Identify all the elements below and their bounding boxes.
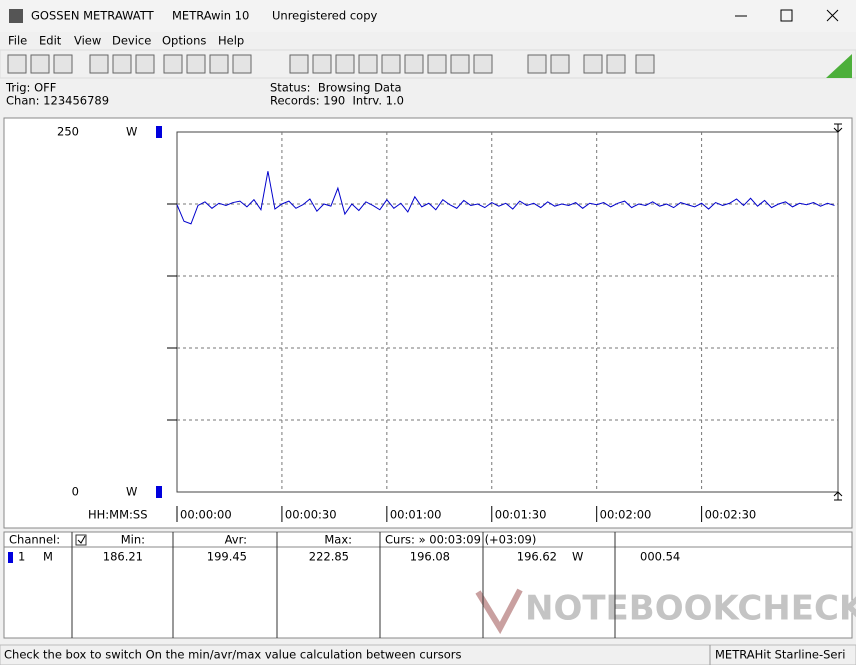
- chan-info: Chan: 123456789: [6, 94, 109, 108]
- channel-marker: [8, 552, 13, 563]
- app-name: GOSSEN METRAWATT: [31, 9, 155, 23]
- table-cell: 186.21: [103, 550, 143, 564]
- plot-area: [176, 131, 839, 493]
- app-icon: [9, 9, 23, 23]
- toolbar-button[interactable]: [473, 54, 493, 74]
- status-info: Status: Browsing Data: [270, 81, 402, 95]
- table-header: Min:: [121, 533, 145, 547]
- checkbox-tick: [77, 535, 86, 544]
- trig-info: Trig: OFF: [5, 81, 56, 95]
- table-cell: 000.54: [640, 550, 680, 564]
- x-tick-label: 00:02:30: [705, 508, 757, 522]
- y-unit: W: [126, 125, 137, 139]
- menu-item[interactable]: View: [74, 34, 101, 48]
- toolbar-button[interactable]: [583, 54, 603, 74]
- status-hint: Check the box to switch On the min/avr/m…: [4, 648, 461, 662]
- toolbar-button[interactable]: [53, 54, 73, 74]
- table-cell: 199.45: [207, 550, 247, 564]
- x-tick-label: 00:00:00: [180, 508, 232, 522]
- toolbar-button[interactable]: [404, 54, 424, 74]
- table-cell: 222.85: [309, 550, 349, 564]
- status-device: METRAHit Starline-Seri: [715, 648, 845, 662]
- menu-item[interactable]: Help: [218, 34, 244, 48]
- toolbar-button[interactable]: [312, 54, 332, 74]
- table-cell: M: [43, 550, 53, 564]
- table-header: Curs: » 00:03:09 (+03:09): [385, 533, 536, 547]
- minmax-checkbox[interactable]: [75, 534, 87, 546]
- table-header: Channel:: [9, 533, 60, 547]
- toolbar-button[interactable]: [606, 54, 626, 74]
- y-tick-label: 0: [72, 485, 79, 499]
- toolbar-button[interactable]: [358, 54, 378, 74]
- toolbar-button[interactable]: [550, 54, 570, 74]
- watermark-icon: [475, 588, 523, 635]
- maximize[interactable]: [780, 9, 793, 22]
- toolbar-button[interactable]: [89, 54, 109, 74]
- menu-item[interactable]: File: [8, 34, 27, 48]
- table-header: Max:: [324, 533, 352, 547]
- toolbar-button[interactable]: [232, 54, 252, 74]
- x-tick-label: 00:01:00: [390, 508, 442, 522]
- table-cell: W: [572, 550, 583, 564]
- menu-item[interactable]: Device: [112, 34, 151, 48]
- x-tick-label: 00:01:30: [495, 508, 547, 522]
- records-info: Records: 190 Intrv. 1.0: [270, 94, 404, 108]
- stats-table: [3, 531, 853, 639]
- toolbar-button[interactable]: [163, 54, 183, 74]
- toolbar-button[interactable]: [335, 54, 355, 74]
- y-cursor-marker: [156, 126, 162, 138]
- title-bar: [0, 0, 856, 32]
- cursor-marker: [833, 491, 843, 501]
- menu-item[interactable]: Options: [162, 34, 206, 48]
- close[interactable]: [826, 9, 839, 22]
- table-header: Avr:: [225, 533, 247, 547]
- x-tick-label: 00:00:30: [285, 508, 337, 522]
- menu-item[interactable]: Edit: [39, 34, 62, 48]
- toolbar-button[interactable]: [635, 54, 655, 74]
- toolbar-button[interactable]: [7, 54, 27, 74]
- toolbar-button[interactable]: [186, 54, 206, 74]
- toolbar-button[interactable]: [135, 54, 155, 74]
- toolbar-button[interactable]: [450, 54, 470, 74]
- license: Unregistered copy: [272, 9, 377, 23]
- toolbar-button[interactable]: [30, 54, 50, 74]
- cursor-marker: [833, 123, 843, 133]
- toolbar-logo: [826, 54, 852, 78]
- table-cell: 1: [18, 550, 25, 564]
- x-tick-label: 00:02:00: [600, 508, 652, 522]
- power-line: [176, 171, 835, 225]
- toolbar-button[interactable]: [427, 54, 447, 74]
- toolbar-button[interactable]: [289, 54, 309, 74]
- y-tick-label: 250: [57, 125, 79, 139]
- toolbar-button[interactable]: [381, 54, 401, 74]
- toolbar-button[interactable]: [209, 54, 229, 74]
- table-cell: 196.62: [517, 550, 557, 564]
- watermark: NOTEBOOKCHECK: [525, 589, 856, 629]
- table-cell: 196.08: [410, 550, 450, 564]
- y-unit: W: [126, 485, 137, 499]
- x-axis-label: HH:MM:SS: [88, 508, 148, 522]
- y-cursor-marker: [156, 486, 162, 498]
- toolbar-button[interactable]: [527, 54, 547, 74]
- program-name: METRAwin 10: [172, 9, 249, 23]
- toolbar-button[interactable]: [112, 54, 132, 74]
